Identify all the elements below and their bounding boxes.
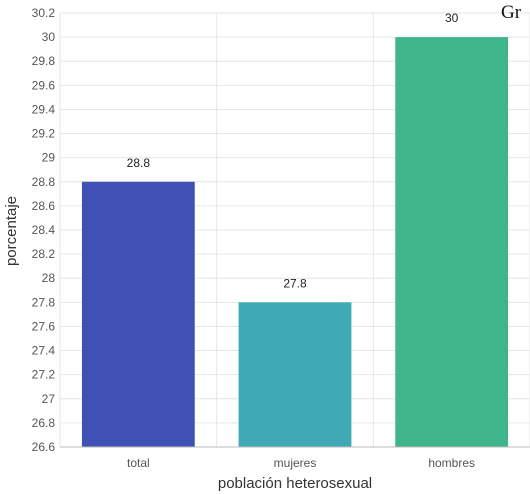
data-label: 27.8 <box>283 276 307 290</box>
bar-mujeres <box>238 302 352 447</box>
bars <box>81 37 509 447</box>
y-axis-title: porcentaje <box>3 196 20 266</box>
y-tick-label: 28.6 <box>32 199 56 213</box>
y-tick-label: 29.2 <box>32 127 56 141</box>
y-axis-ticks: 30.2 30 29.8 29.6 29.4 29.2 29 28.8 28.6 28.4 28.2… <box>32 6 56 454</box>
y-tick-label: 29.6 <box>32 78 56 92</box>
y-tick-label: 30 <box>42 30 56 44</box>
y-tick-label: 27.4 <box>32 344 56 358</box>
y-tick-label: 29 <box>42 151 56 165</box>
y-tick-label: 26.8 <box>32 416 56 430</box>
y-tick-label: 27.8 <box>32 295 56 309</box>
y-tick-label: 28.2 <box>32 247 56 261</box>
y-tick-label: 26.6 <box>32 440 56 454</box>
y-tick-label: 28.4 <box>32 223 56 237</box>
bar-hombres <box>395 37 509 447</box>
x-tick-label: total <box>127 456 150 470</box>
y-tick-label: 27.6 <box>32 319 56 333</box>
x-axis-title: población heterosexual <box>218 475 372 492</box>
data-label: 28.8 <box>127 156 151 170</box>
y-tick-label: 27 <box>42 392 56 406</box>
y-tick-label: 28 <box>42 271 56 285</box>
y-tick-label: 30.2 <box>32 6 56 20</box>
truncated-title-text: Gr <box>501 2 522 23</box>
y-tick-label: 29.8 <box>32 54 56 68</box>
bar-total <box>81 181 195 447</box>
x-tick-label: hombres <box>428 456 475 470</box>
data-labels: 28.8 27.8 30 <box>127 11 459 290</box>
data-label: 30 <box>445 11 459 25</box>
y-tick-label: 29.4 <box>32 102 56 116</box>
y-tick-label: 27.2 <box>32 368 56 382</box>
x-axis-ticks: total mujeres hombres <box>127 456 475 470</box>
x-tick-label: mujeres <box>274 456 317 470</box>
y-tick-label: 28.8 <box>32 175 56 189</box>
